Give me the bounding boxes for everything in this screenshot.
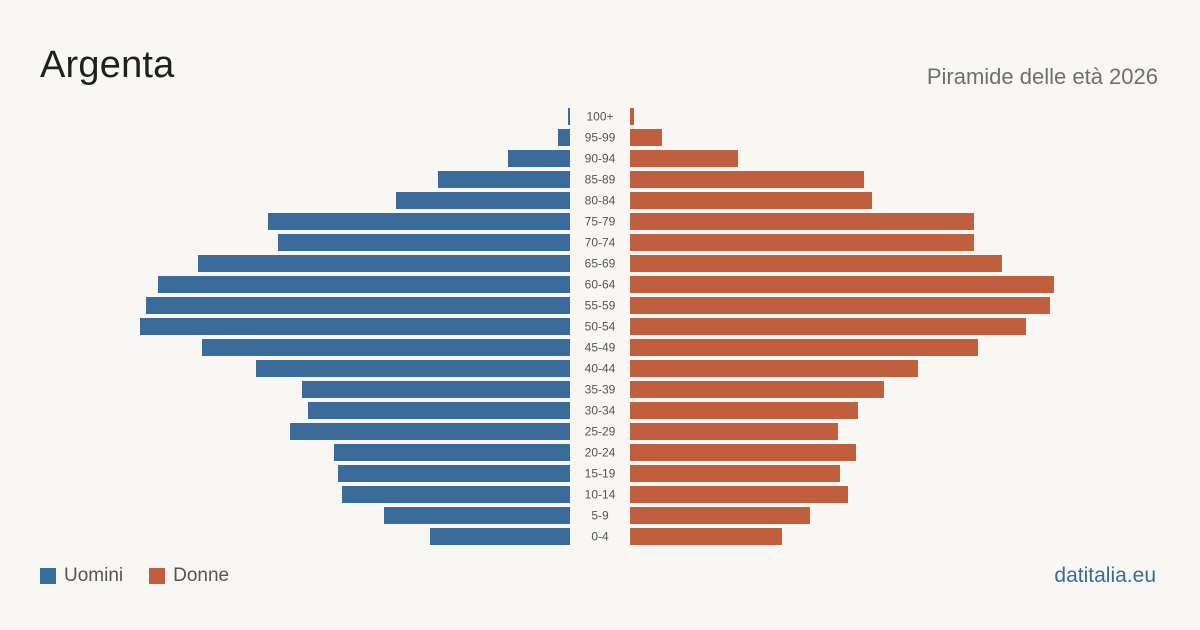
bar-women-25-29 (630, 423, 838, 440)
age-group-label: 5-9 (591, 509, 609, 523)
bar-men-70-74 (278, 234, 570, 251)
bar-men-45-49 (202, 339, 570, 356)
bar-women-60-64 (630, 276, 1054, 293)
bar-women-100+ (630, 108, 634, 125)
age-group-label: 80-84 (585, 194, 616, 208)
age-group-label: 85-89 (585, 173, 616, 187)
bar-men-85-89 (438, 171, 570, 188)
bar-men-80-84 (396, 192, 570, 209)
age-group-label: 10-14 (585, 488, 616, 502)
bar-men-55-59 (146, 297, 570, 314)
brand-link[interactable]: datitalia.eu (1054, 564, 1156, 587)
bar-women-55-59 (630, 297, 1050, 314)
bar-women-0-4 (630, 528, 782, 545)
bar-women-80-84 (630, 192, 872, 209)
bar-women-50-54 (630, 318, 1026, 335)
age-group-label: 15-19 (585, 467, 616, 481)
age-group-label: 95-99 (585, 131, 616, 145)
bar-women-20-24 (630, 444, 856, 461)
age-group-label: 90-94 (585, 152, 616, 166)
chart-subtitle: Piramide delle età 2026 (926, 64, 1158, 89)
bar-women-30-34 (630, 402, 858, 419)
bar-men-15-19 (338, 465, 570, 482)
age-group-label: 55-59 (585, 299, 616, 313)
legend-swatch-men (40, 568, 56, 584)
legend: Uomini Donne (40, 565, 255, 587)
legend-item-men: Uomini (40, 565, 123, 587)
bar-women-70-74 (630, 234, 974, 251)
bar-men-30-34 (308, 402, 570, 419)
bar-women-35-39 (630, 381, 884, 398)
bar-men-10-14 (342, 486, 570, 503)
bar-women-95-99 (630, 129, 662, 146)
age-group-label: 65-69 (585, 257, 616, 271)
bar-men-75-79 (268, 213, 570, 230)
bar-women-65-69 (630, 255, 1002, 272)
bar-men-95-99 (558, 129, 570, 146)
bar-women-40-44 (630, 360, 918, 377)
bar-men-40-44 (256, 360, 570, 377)
age-group-label: 100+ (586, 110, 613, 124)
bar-women-5-9 (630, 507, 810, 524)
bar-men-50-54 (140, 318, 570, 335)
bar-men-25-29 (290, 423, 570, 440)
bar-men-100+ (568, 108, 570, 125)
bar-men-5-9 (384, 507, 570, 524)
age-group-label: 70-74 (585, 236, 616, 250)
bar-women-10-14 (630, 486, 848, 503)
age-group-label: 45-49 (585, 341, 616, 355)
age-group-label: 30-34 (585, 404, 616, 418)
legend-item-women: Donne (149, 565, 229, 587)
bar-men-20-24 (334, 444, 570, 461)
legend-label-women: Donne (173, 565, 230, 586)
legend-label-men: Uomini (64, 565, 124, 586)
bar-men-35-39 (302, 381, 570, 398)
age-group-label: 75-79 (585, 215, 616, 229)
bar-women-85-89 (630, 171, 864, 188)
age-group-label: 0-4 (591, 530, 609, 544)
chart-title: Argenta (40, 44, 175, 86)
bar-men-90-94 (508, 150, 570, 167)
bar-men-60-64 (158, 276, 570, 293)
age-group-label: 20-24 (585, 446, 616, 460)
bar-women-90-94 (630, 150, 738, 167)
age-group-label: 35-39 (585, 383, 616, 397)
bar-women-15-19 (630, 465, 840, 482)
bar-women-45-49 (630, 339, 978, 356)
age-group-label: 25-29 (585, 425, 616, 439)
legend-swatch-women (149, 568, 166, 584)
age-group-label: 60-64 (585, 278, 616, 292)
age-group-label: 40-44 (585, 362, 616, 376)
bar-men-65-69 (198, 255, 570, 272)
bar-men-0-4 (430, 528, 570, 545)
age-group-label: 50-54 (585, 320, 616, 334)
bar-women-75-79 (630, 213, 974, 230)
